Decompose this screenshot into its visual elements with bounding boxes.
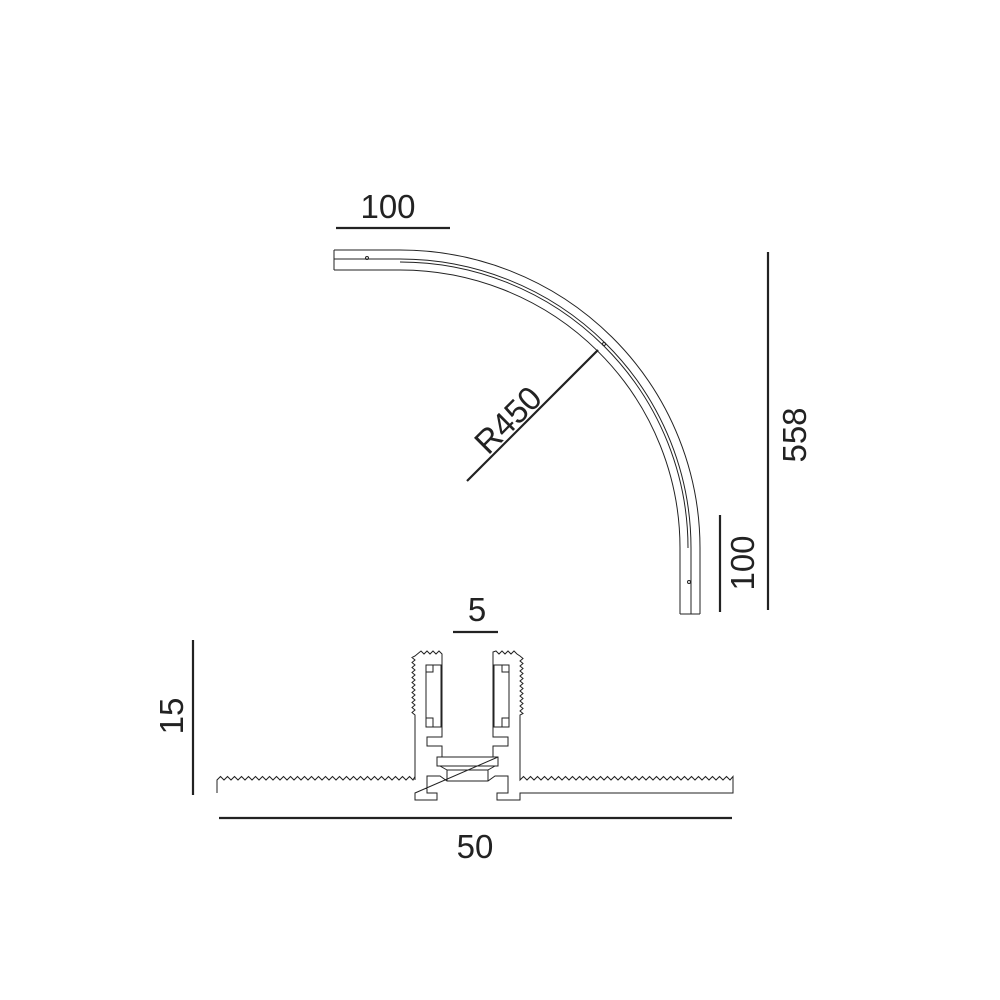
dim-label-overall-height: 558 bbox=[776, 407, 813, 462]
screw-hole bbox=[602, 342, 606, 346]
dim-label-side-length: 100 bbox=[724, 535, 761, 590]
lip-notch-left bbox=[426, 665, 434, 727]
gasket bbox=[436, 756, 499, 767]
dim-line-radius bbox=[466, 349, 599, 482]
dim-label-profile-height: 15 bbox=[153, 698, 190, 735]
profile-cross-section bbox=[216, 650, 734, 801]
dim-label-top-length: 100 bbox=[360, 188, 415, 225]
screw-hole bbox=[365, 256, 369, 260]
dim-label-radius: R450 bbox=[467, 379, 549, 461]
dim-label-profile-width: 50 bbox=[457, 828, 494, 865]
gasket-lower bbox=[439, 765, 496, 781]
track-outer-edge bbox=[334, 249, 701, 614]
profile-outline bbox=[216, 650, 734, 801]
dim-label-slot-width: 5 bbox=[468, 591, 486, 628]
screw-hole bbox=[687, 580, 691, 584]
lip-notch-right bbox=[501, 665, 509, 727]
curved-track bbox=[333, 249, 701, 615]
